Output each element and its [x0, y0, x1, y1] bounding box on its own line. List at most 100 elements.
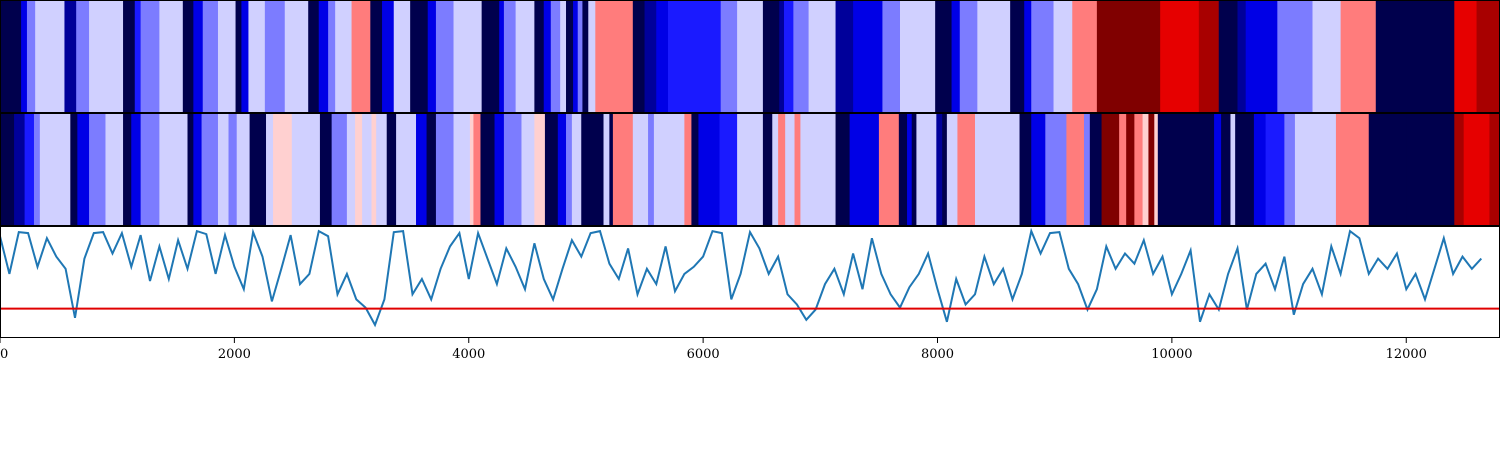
segment-row-1-segment-49 — [632, 0, 646, 112]
segment-row-2-segment-39 — [480, 113, 496, 225]
segment-row-2-segment-42 — [521, 113, 535, 225]
segment-row-2-segment-72 — [907, 113, 913, 225]
segment-row-1-segment-27 — [351, 0, 371, 112]
segment-row-1-segment-58 — [793, 0, 810, 112]
segment-row-1-segment-40 — [543, 0, 552, 112]
segment-row-1-segment-25 — [328, 0, 336, 112]
segment-row-2-segment-102 — [1294, 113, 1304, 225]
segment-row-1-segment-29 — [382, 0, 395, 112]
segment-row-2-segment-38 — [473, 113, 482, 225]
segment-row-2-segment-63 — [778, 113, 786, 225]
segment-row-1-segment-64 — [935, 0, 953, 112]
segment-row-2-segment-45 — [557, 113, 567, 225]
segment-row-2-segment-31 — [386, 113, 397, 225]
segment-row-2-segment-30 — [376, 113, 388, 225]
segment-row-2-segment-100 — [1265, 113, 1285, 225]
segment-row-1-segment-11 — [140, 0, 160, 112]
segment-row-2-segment-51 — [612, 113, 634, 225]
segment-row-2-segment-64 — [785, 113, 796, 225]
segment-row-2-segment-21 — [266, 113, 274, 225]
segment-row-1-segment-30 — [393, 0, 411, 112]
segment-row-2-segment-80 — [992, 113, 1021, 225]
segment-row-2-segment-7 — [77, 113, 90, 225]
segment-row-2-segment-11 — [131, 113, 142, 225]
segment-row-2-segment-41 — [503, 113, 523, 225]
segment-row-1-segment-45 — [577, 0, 584, 112]
segment-row-2-segment-73 — [911, 113, 918, 225]
segment-row-2-segment-66 — [800, 113, 807, 225]
segment-row-2-segment-14 — [187, 113, 194, 225]
segment-row-2-segment-2 — [14, 113, 26, 225]
segment-row-1-segment-56 — [779, 0, 785, 112]
segment-row-2-segment-44 — [544, 113, 559, 225]
segment-row-1-segment-59 — [808, 0, 837, 112]
segment-row-1-segment-70 — [1031, 0, 1055, 112]
segment-row-1-segment-12 — [159, 0, 184, 112]
segment-row-1-segment-52 — [667, 0, 722, 112]
segment-row-1-segment-81 — [1340, 0, 1377, 112]
segment-row-2-segment-60 — [737, 113, 764, 225]
segment-row-1-segment-69 — [1024, 0, 1032, 112]
x-tick-label-2000: 2000 — [218, 347, 251, 362]
segment-row-2-segment-32 — [396, 113, 417, 225]
segment-row-2-segment-93 — [1154, 113, 1159, 225]
segment-row-2-segment-68 — [835, 113, 851, 225]
segment-row-2-segment-47 — [571, 113, 582, 225]
segment-row-2-segment-99 — [1253, 113, 1267, 225]
segment-row-2-segment-49 — [603, 113, 610, 225]
segment-row-2-segment-92 — [1148, 113, 1155, 225]
segment-row-2-segment-86 — [1089, 113, 1103, 225]
segment-row-1-segment-62 — [882, 0, 901, 112]
segment-row-2-segment-56 — [684, 113, 693, 225]
segment-row-2-segment-36 — [453, 113, 471, 225]
x-tick-label-12000: 12000 — [1386, 347, 1427, 362]
segment-row-2-segment-77 — [946, 113, 959, 225]
segment-row-2-segment-85 — [1083, 113, 1091, 225]
segment-row-2-segment-59 — [719, 113, 738, 225]
segment-row-2-segment-8 — [89, 113, 107, 225]
segment-row-1-segment-50 — [644, 0, 657, 112]
segment-row-2-segment-88 — [1119, 113, 1127, 225]
heatmap-row-1 — [0, 0, 1500, 112]
segment-row-1-segment-44 — [573, 0, 579, 112]
segment-row-1-segment-72 — [1072, 0, 1098, 112]
segment-row-1-segment-26 — [335, 0, 353, 112]
segment-row-1-segment-33 — [435, 0, 455, 112]
segment-row-2-segment-25 — [331, 113, 348, 225]
segment-row-1-segment-46 — [582, 0, 589, 112]
segment-row-2-segment-70 — [878, 113, 900, 225]
segment-row-1-segment-13 — [182, 0, 194, 112]
segment-row-1-segment-84 — [1476, 0, 1500, 112]
segment-row-2-segment-15 — [193, 113, 203, 225]
segment-row-2-segment-91 — [1142, 113, 1150, 225]
segment-row-2-segment-109 — [1489, 113, 1500, 225]
signal-line — [0, 227, 1483, 328]
segment-row-2-segment-27 — [355, 113, 363, 225]
segment-row-1-segment-82 — [1375, 0, 1455, 112]
segment-row-1-segment-76 — [1218, 0, 1239, 112]
segment-row-1-segment-31 — [410, 0, 429, 112]
x-tick-label-10000: 10000 — [1151, 347, 1192, 362]
segment-row-2-segment-17 — [217, 113, 230, 225]
segment-row-1-segment-54 — [737, 0, 764, 112]
segment-row-1-segment-60 — [835, 0, 854, 112]
segment-row-1-segment-66 — [959, 0, 978, 112]
segment-row-2-segment-1 — [0, 113, 15, 225]
segment-row-1-segment-79 — [1277, 0, 1314, 112]
segment-row-2-segment-46 — [566, 113, 573, 225]
segment-row-2-segment-23 — [291, 113, 321, 225]
segment-row-2-segment-74 — [916, 113, 937, 225]
segment-row-1-segment-67 — [977, 0, 1011, 112]
segment-row-2-segment-22 — [273, 113, 293, 225]
segment-row-1-segment-20 — [264, 0, 286, 112]
segment-row-2-segment-81 — [1019, 113, 1032, 225]
segment-row-2-segment-40 — [494, 113, 505, 225]
segment-row-1-segment-22 — [290, 0, 309, 112]
segment-row-1-segment-34 — [453, 0, 483, 112]
segment-row-2-segment-95 — [1214, 113, 1222, 225]
segment-row-1-segment-7 — [89, 0, 107, 112]
segment-row-1-segment-5 — [64, 0, 77, 112]
segment-row-2-segment-24 — [319, 113, 333, 225]
x-tick-label-6000: 6000 — [687, 347, 720, 362]
